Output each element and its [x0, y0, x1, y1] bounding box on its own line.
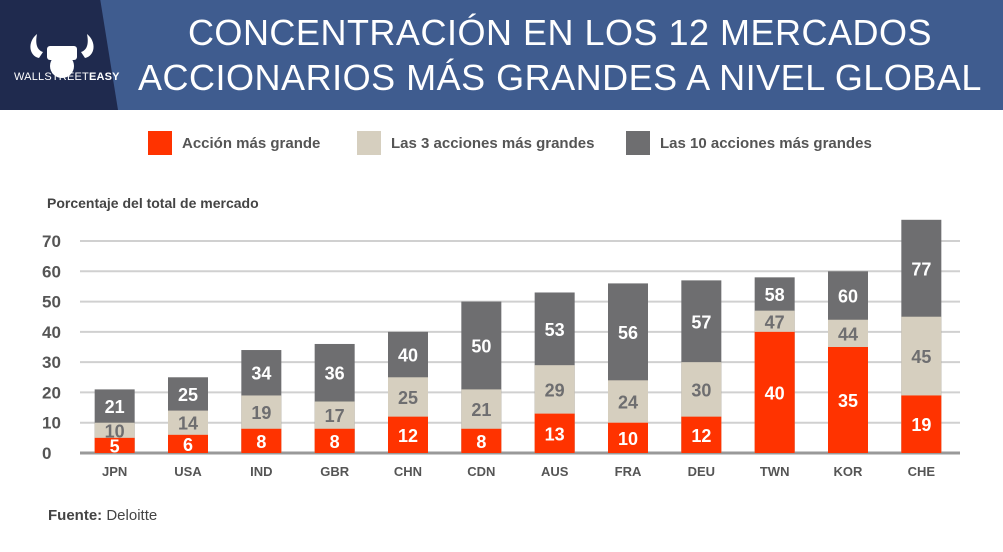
- data-label: 12: [398, 426, 418, 446]
- header-banner: WALLSTREETEASY CONCENTRACIÓN EN LOS 12 M…: [0, 0, 1003, 110]
- data-label: 13: [545, 424, 565, 444]
- data-label: 36: [325, 364, 345, 384]
- data-label: 21: [471, 400, 491, 420]
- data-label: 17: [325, 406, 345, 426]
- data-label: 10: [618, 429, 638, 449]
- data-label: 19: [911, 415, 931, 435]
- bar-largest: [754, 331, 795, 453]
- y-tick-label: 20: [42, 383, 61, 402]
- y-tick-label: 30: [42, 353, 61, 372]
- y-tick-label: 60: [42, 262, 61, 281]
- data-label: 8: [476, 432, 486, 452]
- data-label: 35: [838, 391, 858, 411]
- data-label: 6: [183, 435, 193, 455]
- x-tick-label: CHE: [908, 464, 936, 479]
- y-tick-label: 70: [42, 232, 61, 251]
- data-label: 30: [691, 380, 711, 400]
- x-tick-label: JPN: [102, 464, 127, 479]
- x-tick-label: TWN: [760, 464, 790, 479]
- y-tick-label: 50: [42, 293, 61, 312]
- legend-item-largest: Acción más grande: [148, 131, 320, 155]
- x-tick-label: FRA: [615, 464, 642, 479]
- x-tick-label: USA: [174, 464, 202, 479]
- legend-item-top3: Las 3 acciones más grandes: [357, 131, 594, 155]
- title-line-1: CONCENTRACIÓN EN LOS 12 MERCADOS: [187, 12, 933, 53]
- bar-largest: [241, 428, 282, 453]
- data-label: 29: [545, 380, 565, 400]
- x-tick-label: IND: [250, 464, 272, 479]
- page-title: CONCENTRACIÓN EN LOS 12 MERCADOS ACCIONA…: [125, 10, 995, 100]
- legend-label: Acción más grande: [182, 134, 321, 152]
- data-label: 34: [251, 364, 271, 384]
- data-label: 56: [618, 323, 638, 343]
- y-tick-label: 10: [42, 414, 61, 433]
- data-label: 60: [838, 287, 858, 307]
- legend-swatch: [626, 131, 650, 155]
- bar-largest: [608, 422, 648, 453]
- data-label: 10: [105, 421, 125, 441]
- y-axis-label: Porcentaje del total de mercado: [47, 195, 259, 211]
- data-label: 45: [911, 347, 931, 367]
- bar-largest: [901, 395, 942, 453]
- title-line-2: ACCIONARIOS MÁS GRANDES A NIVEL GLOBAL: [138, 57, 982, 98]
- x-tick-label: AUS: [541, 464, 569, 479]
- data-label: 14: [178, 414, 198, 434]
- data-label: 5: [110, 436, 120, 456]
- data-label: 77: [911, 259, 931, 279]
- legend-swatch: [148, 131, 172, 155]
- bar-largest: [461, 428, 502, 453]
- legend-swatch: [357, 131, 381, 155]
- bull-fist-icon: [30, 34, 94, 78]
- bar-largest: [168, 434, 208, 453]
- bar-largest: [828, 347, 868, 453]
- bar-largest: [388, 416, 428, 453]
- y-tick-label: 0: [42, 444, 51, 463]
- data-label: 25: [178, 385, 198, 405]
- data-label: 40: [765, 383, 785, 403]
- data-label: 21: [105, 397, 125, 417]
- data-label: 44: [838, 324, 858, 344]
- data-label: 8: [330, 432, 340, 452]
- x-tick-label: KOR: [834, 464, 864, 479]
- bar-largest: [94, 437, 135, 453]
- bar-largest: [534, 413, 575, 453]
- legend-label: Las 3 acciones más grandes: [391, 134, 595, 152]
- data-label: 24: [618, 393, 638, 413]
- source-note: Fuente: Deloitte: [48, 507, 158, 524]
- data-label: 19: [251, 403, 271, 423]
- data-label: 12: [691, 426, 711, 446]
- legend-item-top10: Las 10 acciones más grandes: [626, 131, 872, 155]
- x-tick-label: CDN: [467, 464, 495, 479]
- data-label: 50: [471, 336, 491, 356]
- x-tick-label: CHN: [394, 464, 422, 479]
- bar-largest: [681, 416, 722, 453]
- logo-text: WALLSTREETEASY: [14, 71, 120, 83]
- data-label: 40: [398, 346, 418, 366]
- y-tick-label: 40: [42, 323, 61, 342]
- data-label: 25: [398, 388, 418, 408]
- bar-largest: [314, 428, 355, 453]
- data-label: 8: [256, 432, 266, 452]
- legend-label: Las 10 acciones más grandes: [660, 134, 872, 152]
- legend: Acción más grande Las 3 acciones más gra…: [0, 131, 1003, 155]
- x-tick-label: GBR: [320, 464, 350, 479]
- data-label: 47: [765, 312, 785, 332]
- data-label: 58: [765, 285, 785, 305]
- data-label: 53: [545, 320, 565, 340]
- data-label: 57: [691, 312, 711, 332]
- x-tick-label: DEU: [688, 464, 715, 479]
